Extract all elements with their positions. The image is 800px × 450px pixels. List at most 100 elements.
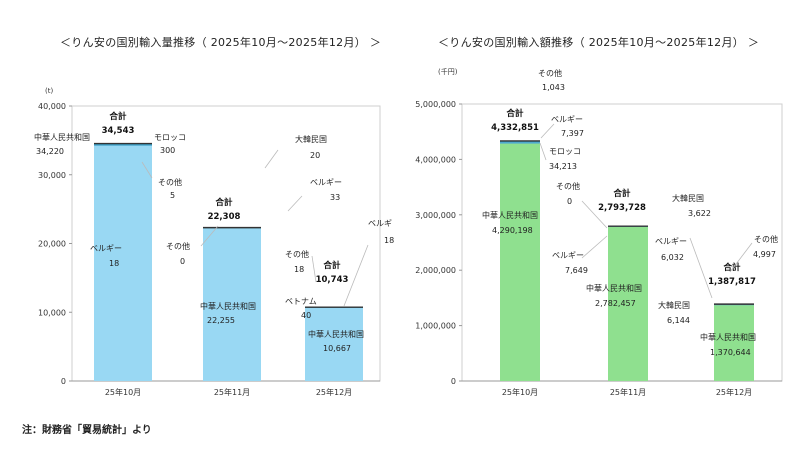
annotation-leader-line <box>343 244 369 307</box>
annotation-value: 1,370,644 <box>710 348 751 357</box>
annotation-value: 18 <box>294 265 304 274</box>
total-value-label: 2,793,728 <box>598 203 646 213</box>
x-tick-label: 25年11月 <box>214 387 250 396</box>
annotation-value: 6,144 <box>667 316 690 325</box>
annotation-leader-line <box>729 242 753 273</box>
value-chart-panel: (千円) 0 1,000,000 2,000,000 3,000,000 4,000,00… <box>410 67 800 397</box>
annotation-series-name: 中華人民共和国 <box>700 332 756 342</box>
y-tick-label: 0 <box>61 377 66 386</box>
annotation-value: 0 <box>567 197 572 206</box>
annotation-value: 4,290,198 <box>492 226 533 235</box>
annotation-series-name: ベルギー <box>90 244 122 253</box>
annotation-value: 33 <box>330 193 340 202</box>
annotation-value: 3,622 <box>688 209 711 218</box>
annotation-value: 7,649 <box>565 266 588 275</box>
annotation-value: 4,997 <box>753 250 776 259</box>
y-tick-label: 5,000,000 <box>415 100 456 109</box>
annotation-value: 10,667 <box>323 344 351 353</box>
y-tick-label: 10,000 <box>38 308 66 317</box>
annotation-leader-line <box>581 235 608 259</box>
bar-segment <box>305 307 363 381</box>
annotation-series-name: 中華人民共和国 <box>482 210 538 220</box>
total-value-label: 10,743 <box>316 275 349 285</box>
total-label: 合計 <box>722 262 741 273</box>
annotation-leader-line <box>141 161 153 179</box>
total-label: 合計 <box>612 188 631 199</box>
annotation-series-name: 大韓民国 <box>658 300 690 310</box>
y-tick-label: 2,000,000 <box>415 266 456 275</box>
total-value-label: 4,332,851 <box>491 123 539 133</box>
annotation-value: 18 <box>384 236 394 245</box>
annotation-leader-line <box>540 123 555 139</box>
annotation-value: 1,043 <box>542 83 565 92</box>
y-unit-label: (千円) <box>438 68 458 76</box>
annotation-series-name: ベルギー <box>551 115 583 124</box>
annotation-leader-line <box>200 225 219 247</box>
annotation-leader-line <box>311 255 317 283</box>
bar-segment <box>500 140 540 143</box>
volume-chart-panel: (t) 0 10,000 20,000 30,000 40,000 25年10月 合計 34,5… <box>20 68 410 397</box>
y-tick-label: 20,000 <box>38 240 66 249</box>
annotation-value: 20 <box>310 151 320 160</box>
bar-segment <box>94 143 152 146</box>
annotation-value: 6,032 <box>661 253 684 262</box>
y-tick-label: 30,000 <box>38 171 66 180</box>
y-tick-label: 3,000,000 <box>415 211 456 220</box>
annotation-series-name: 中華人民共和国 <box>308 329 364 339</box>
annotation-leader-line <box>689 237 713 299</box>
annotation-series-name: ベルギー <box>310 178 342 187</box>
annotation-series-name: その他 <box>556 181 580 191</box>
y-unit-label: (t) <box>45 87 53 95</box>
annotation-series-name: その他 <box>285 249 309 259</box>
annotation-series-name: モロッコ <box>549 147 581 156</box>
x-tick-label: 25年12月 <box>716 387 752 396</box>
annotation-leader-line <box>581 200 608 229</box>
annotation-series-name: その他 <box>538 68 562 78</box>
total-value-label: 1,387,817 <box>708 277 756 287</box>
volume-chart: (t)010,00020,00030,00040,00025年10月合計34,5… <box>34 87 394 397</box>
y-tick-label: 1,000,000 <box>415 322 456 331</box>
annotation-series-name: ベルギー <box>655 237 687 246</box>
annotation-leader-line <box>264 149 279 169</box>
annotation-series-name: 中華人民共和国 <box>200 301 256 311</box>
total-label: 合計 <box>505 108 524 119</box>
annotation-value: 5 <box>170 191 175 200</box>
x-tick-label: 25年12月 <box>316 387 352 396</box>
annotation-leader-line <box>539 142 547 161</box>
annotation-value: 22,255 <box>207 316 235 325</box>
total-value-label: 22,308 <box>208 212 241 222</box>
bar-segment <box>94 145 152 381</box>
chart-title-value: ＜りん安の国別輸入額推移（ 2025年10月～2025年12月） ＞ <box>438 36 760 49</box>
total-label: 合計 <box>214 197 233 208</box>
bar-segment <box>608 226 648 381</box>
annotation-series-name: 大韓民国 <box>672 193 704 203</box>
annotation-series-name: ベトナム <box>285 297 317 306</box>
annotation-value: 2,782,457 <box>595 299 636 308</box>
total-value-label: 34,543 <box>102 126 135 136</box>
annotation-series-name: 大韓民国 <box>295 134 327 144</box>
annotation-value: 18 <box>109 259 119 268</box>
bar-segment <box>203 227 261 381</box>
annotation-series-name: その他 <box>754 234 778 244</box>
chart-title-volume: ＜りん安の国別輸入量推移（ 2025年10月～2025年12月） ＞ <box>60 36 382 49</box>
annotation-series-name: ベルギー <box>552 251 584 260</box>
annotation-value: 300 <box>160 146 175 155</box>
bar-segment <box>714 305 754 381</box>
annotation-series-name: その他 <box>166 241 190 251</box>
x-tick-label: 25年10月 <box>502 387 538 396</box>
y-tick-label: 0 <box>451 377 456 386</box>
annotation-leader-line <box>287 195 303 212</box>
annotation-value: 34,220 <box>36 147 64 156</box>
total-label: 合計 <box>322 260 341 271</box>
annotation-value: 40 <box>301 311 311 320</box>
value-chart: (千円) 0 1,000,000 2,000,000 3,000,000 4,000,00… <box>415 67 783 397</box>
x-tick-label: 25年11月 <box>610 387 646 396</box>
annotation-value: 0 <box>180 257 185 266</box>
annotation-series-name: ベルギ <box>368 219 392 228</box>
y-tick-label: 40,000 <box>38 102 66 111</box>
total-label: 合計 <box>108 111 127 122</box>
y-tick-label: 4,000,000 <box>415 155 456 164</box>
x-tick-label: 25年10月 <box>105 387 141 396</box>
annotation-value: 7,397 <box>561 129 584 138</box>
source-note: 注：財務省「貿易統計」より <box>22 425 152 436</box>
